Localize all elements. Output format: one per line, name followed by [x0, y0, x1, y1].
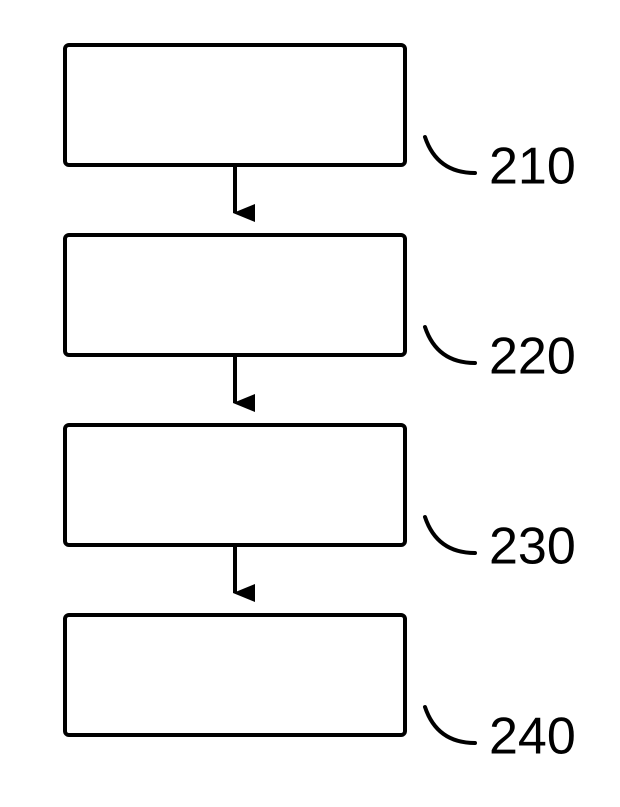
leader-line: [425, 707, 475, 743]
box-label: 210: [489, 137, 576, 195]
box-label: 220: [489, 327, 576, 385]
box-label: 240: [489, 707, 576, 765]
flowchart-canvas: 210 220 230 240: [0, 0, 620, 807]
leader-line: [425, 327, 475, 363]
flow-box: [65, 45, 405, 165]
leader-line: [425, 137, 475, 173]
leader-line: [425, 517, 475, 553]
flow-box: [65, 235, 405, 355]
box-label: 230: [489, 517, 576, 575]
flow-box: [65, 425, 405, 545]
flow-box: [65, 615, 405, 735]
